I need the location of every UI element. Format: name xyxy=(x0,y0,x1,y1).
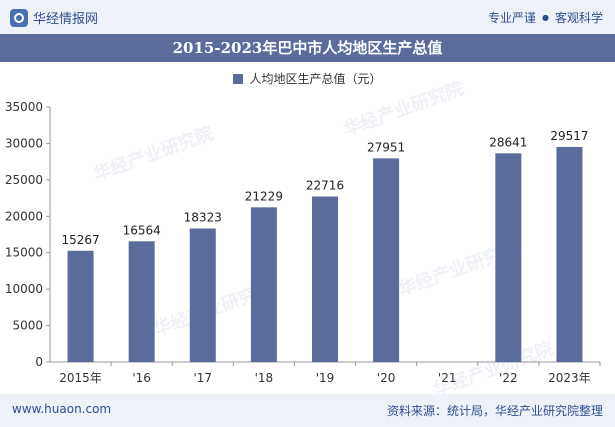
y-tick-label: 0 xyxy=(35,355,43,369)
bullet-dot-icon: ● xyxy=(542,13,549,22)
bar xyxy=(128,241,155,362)
source-note: 资料来源：统计局，华经产业研究院整理 xyxy=(386,404,603,418)
brand-logo-icon xyxy=(10,8,28,27)
slogan: 专业严谨 ● 客观科学 xyxy=(488,9,603,26)
data-label: 15267 xyxy=(61,233,99,247)
x-tick-label: 2023年 xyxy=(548,371,591,385)
x-tick-label: '21 xyxy=(438,371,457,385)
data-label: 21229 xyxy=(245,189,283,203)
data-label: 16564 xyxy=(123,223,161,237)
x-tick-label: '22 xyxy=(499,371,518,385)
bar xyxy=(556,146,583,362)
bar xyxy=(312,196,338,362)
bar xyxy=(495,153,522,362)
top-bar: 华经情报网 专业严谨 ● 客观科学 xyxy=(0,0,615,34)
legend-label: 人均地区生产总值（元） xyxy=(249,72,382,86)
site-link[interactable]: www.huaon.com xyxy=(12,402,112,416)
x-tick-label: 2015年 xyxy=(59,371,102,385)
data-label: 18323 xyxy=(184,211,222,225)
title-bar: 2015-2023年巴中市人均地区生产总值 xyxy=(0,34,615,62)
chart-title: 2015-2023年巴中市人均地区生产总值 xyxy=(172,39,443,57)
bar xyxy=(250,207,277,362)
x-tick-label: '18 xyxy=(255,371,274,385)
slogan-left: 专业严谨 xyxy=(487,11,536,25)
data-label: 29517 xyxy=(550,129,588,143)
data-label: 28641 xyxy=(489,135,527,149)
brand-name: 华经情报网 xyxy=(33,12,99,27)
slogan-right: 客观科学 xyxy=(554,11,603,25)
brand[interactable]: 华经情报网 xyxy=(10,8,98,27)
data-label: 27951 xyxy=(367,140,405,154)
y-tick-label: 10000 xyxy=(5,282,43,296)
x-tick-label: '20 xyxy=(377,371,396,385)
legend-swatch xyxy=(233,73,244,84)
legend: 人均地区生产总值（元） xyxy=(0,70,615,87)
y-tick-label: 35000 xyxy=(5,100,43,114)
footer: www.huaon.com 资料来源：统计局，华经产业研究院整理 xyxy=(0,394,615,427)
x-tick-label: '16 xyxy=(132,371,151,385)
y-tick-label: 20000 xyxy=(5,209,43,223)
x-tick-label: '17 xyxy=(193,371,212,385)
bar xyxy=(67,250,94,362)
x-tick-label: '19 xyxy=(316,371,335,385)
y-tick-label: 15000 xyxy=(5,246,43,260)
bar xyxy=(373,158,400,362)
y-tick-label: 5000 xyxy=(12,319,43,333)
y-tick-label: 30000 xyxy=(5,136,43,150)
data-label: 22716 xyxy=(306,178,344,192)
y-tick-label: 25000 xyxy=(5,173,43,187)
bar xyxy=(189,228,216,362)
